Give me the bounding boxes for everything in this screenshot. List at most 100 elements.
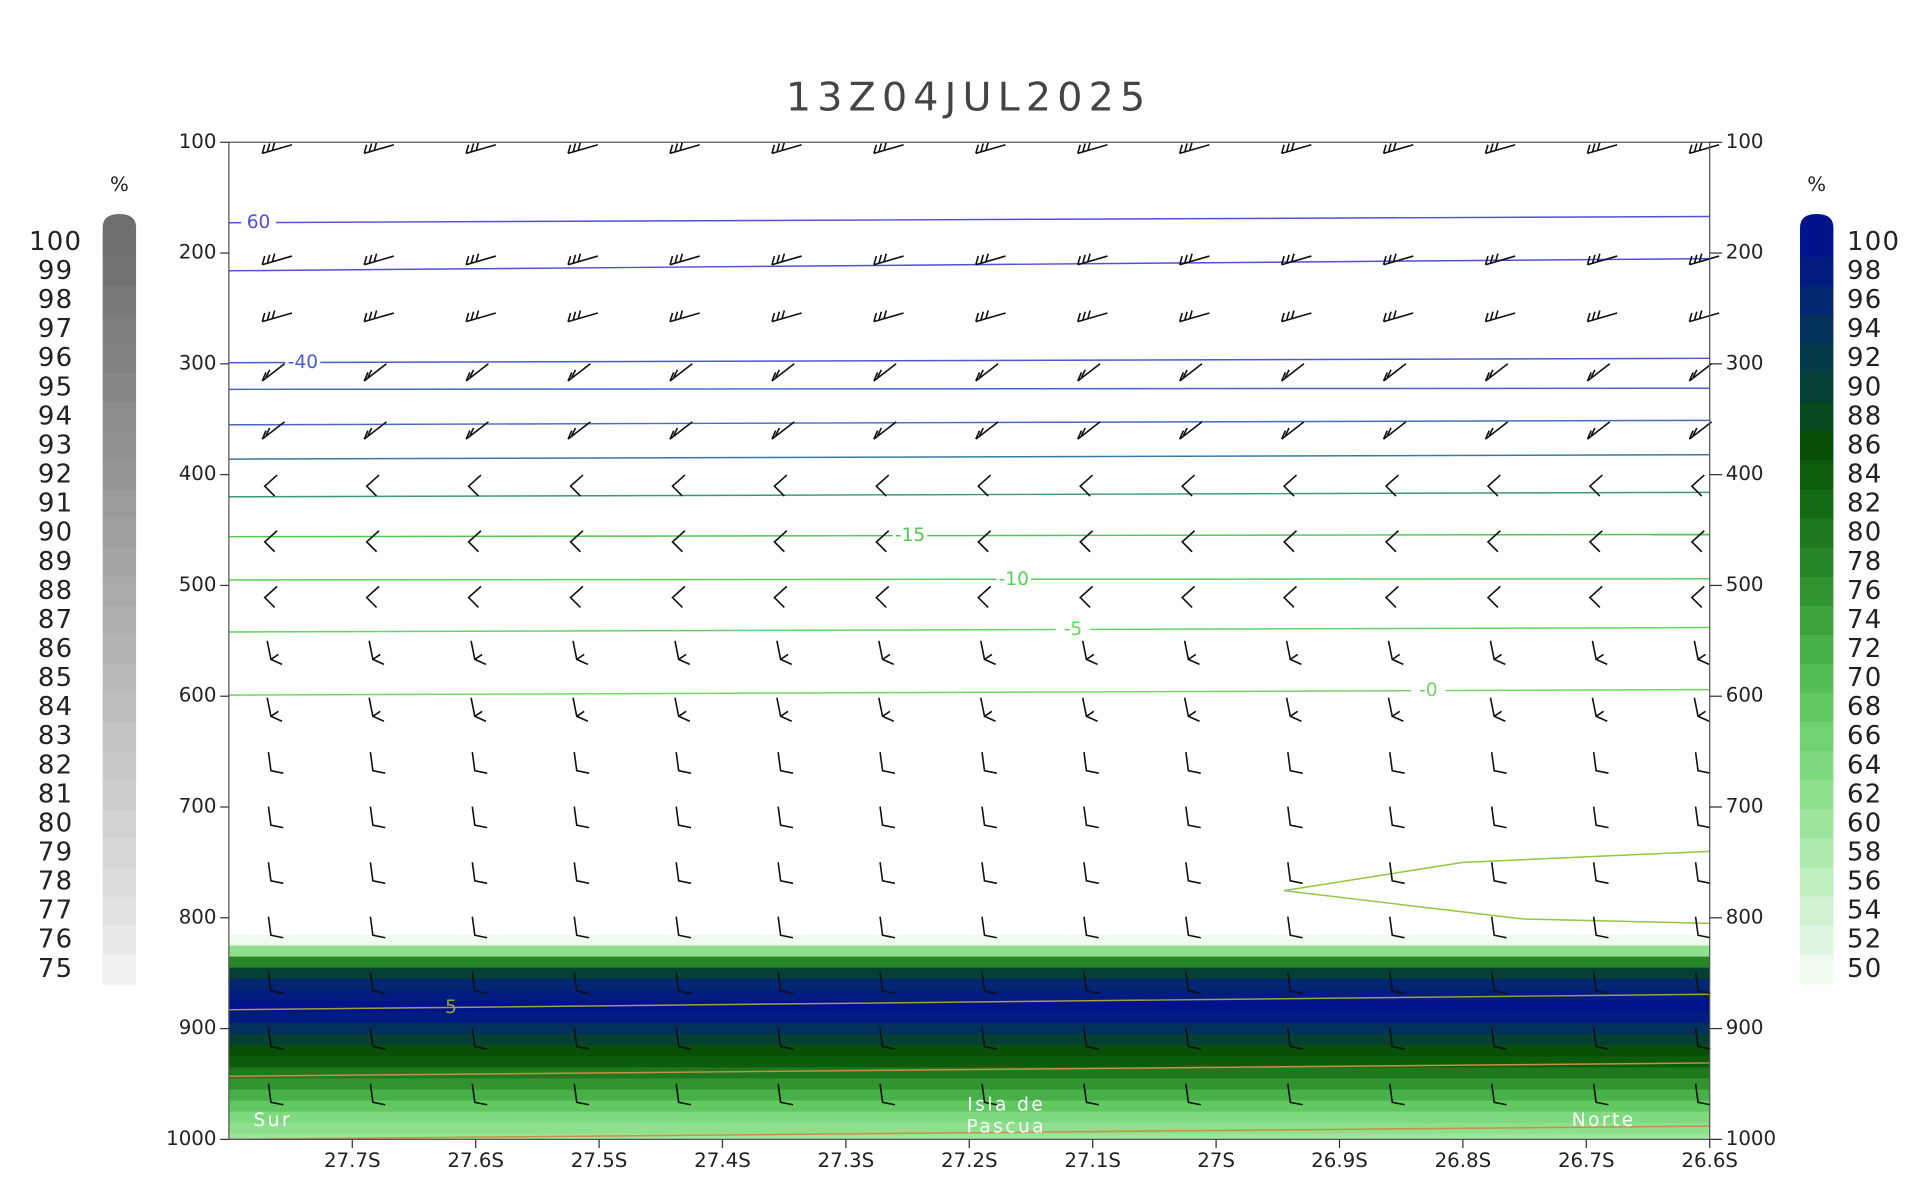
wind-barb [674, 640, 691, 666]
wind-barb [981, 862, 998, 885]
colorbar-label: 90 [38, 518, 74, 548]
humidity-band [228, 1000, 1710, 1013]
humidity-band [228, 1034, 1710, 1046]
x-tick-label: 27.5S [571, 1149, 628, 1172]
wind-barb [1183, 697, 1200, 722]
wind-barb [363, 310, 395, 323]
wind-barb [873, 310, 904, 323]
wind-barb [1282, 474, 1298, 497]
wind-barb [567, 363, 591, 382]
wind-barb [1591, 640, 1608, 666]
wind-barb [675, 862, 692, 885]
x-tick-label: 26.6S [1681, 1149, 1738, 1172]
colorbar-box [1800, 576, 1834, 607]
wind-barb [266, 640, 283, 666]
wind-barb [873, 253, 904, 266]
colorbar-box [102, 518, 137, 549]
colorbar-label: 82 [1847, 489, 1883, 519]
wind-barb [573, 1083, 590, 1106]
wind-barb [1083, 862, 1099, 885]
colorbar-label: 97 [38, 314, 74, 344]
wind-barb [1382, 421, 1407, 440]
wind-barb [1690, 530, 1705, 553]
wind-barb [467, 474, 482, 497]
colorbar-box [102, 634, 137, 665]
contour-label-bg [1055, 619, 1091, 640]
wind-barb [1688, 310, 1720, 323]
wind-barb [1490, 806, 1507, 829]
contour-line [228, 453, 1710, 460]
contour-label: -40 [288, 352, 318, 373]
wind-barb [261, 253, 293, 266]
wind-barb [1382, 253, 1414, 266]
wind-barb [369, 752, 386, 774]
wind-barb [773, 585, 788, 608]
wind-barb [1586, 363, 1611, 382]
wind-barb [365, 530, 380, 553]
wind-barb [1484, 363, 1509, 382]
wind-barb [977, 474, 992, 497]
contour-line [228, 419, 1710, 426]
wind-barb [1178, 310, 1210, 323]
colorbar-label: 81 [38, 779, 74, 809]
y-tick-label: 900 [179, 1016, 217, 1039]
wind-barb [1388, 752, 1405, 774]
wind-barb [674, 697, 691, 722]
wind-barb [261, 310, 293, 323]
y-tick-label: 100 [179, 130, 217, 153]
plot-area: 60 -40 -15 -10 -5 -0 5 [228, 141, 1720, 1140]
wind-barb [1183, 640, 1200, 666]
colorbar: % 100999897969594939291908988878685848382… [29, 173, 137, 985]
annotation: Norte [1572, 1110, 1636, 1131]
wind-barb [1384, 474, 1399, 497]
wind-barb [1688, 363, 1713, 382]
wind-barb [875, 474, 890, 497]
wind-barb [1282, 530, 1298, 553]
colorbar-box [102, 664, 137, 694]
wind-barb [878, 640, 895, 666]
wind-barb [1388, 1027, 1405, 1050]
wind-barb [777, 972, 794, 995]
wind-barb [1484, 142, 1516, 155]
humidity-band [228, 1067, 1710, 1080]
colorbar-label: 94 [38, 401, 74, 431]
wind-barb [669, 310, 700, 323]
wind-barb [675, 916, 692, 939]
colorbar-cap [1800, 214, 1834, 228]
x-tick-label: 27.3S [818, 1149, 875, 1172]
wind-barb [1592, 972, 1609, 995]
colorbar-box [102, 751, 137, 781]
wind-barb [1688, 142, 1720, 155]
wind-barb [875, 585, 890, 608]
wind-barb [363, 142, 395, 155]
wind-barb [1694, 1027, 1711, 1050]
y2-tick-label: 600 [1726, 684, 1764, 707]
wind-barb [471, 1027, 488, 1050]
wind-barb [573, 862, 590, 885]
colorbar-label: 94 [1847, 314, 1883, 344]
colorbar-box [1800, 751, 1834, 781]
wind-barb [981, 806, 998, 829]
colorbar-label: 96 [1847, 285, 1883, 315]
wind-barb [1083, 752, 1099, 774]
wind-barb [1287, 806, 1303, 829]
colorbar-box [1800, 489, 1834, 520]
wind-barb [1486, 585, 1501, 608]
wind-barb [879, 1083, 896, 1106]
y2-tick-label: 700 [1726, 795, 1764, 818]
humidity-band [228, 1100, 1710, 1113]
colorbar-label: 77 [38, 896, 74, 926]
wind-barb [471, 972, 488, 995]
wind-barb [1185, 972, 1201, 995]
wind-barb [569, 530, 584, 553]
wind-barb [1079, 530, 1094, 553]
y2-tick-label: 500 [1726, 573, 1764, 596]
wind-barb [675, 752, 692, 774]
colorbar-label: 92 [1847, 343, 1883, 373]
colorbar-label: 78 [38, 867, 74, 897]
wind-barb [368, 697, 385, 722]
annotation: Sur [254, 1110, 293, 1131]
wind-barb [977, 530, 992, 553]
contour-line [228, 491, 1710, 498]
